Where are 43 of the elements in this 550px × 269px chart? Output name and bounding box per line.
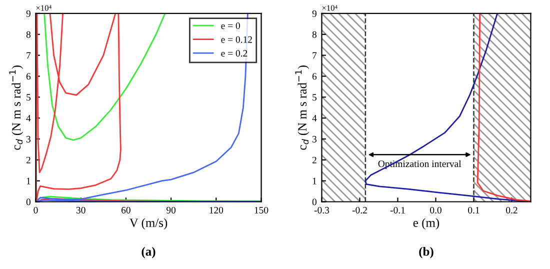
y-tick-label: 4 [26, 115, 31, 122]
y-axis-title: c$_{d}$ (N m s rad$^{−1}$) [9, 66, 24, 150]
x-axis-title: e (m) [413, 218, 440, 230]
y-tick-label: 3 [26, 136, 31, 142]
x-tick-label: 30 [76, 206, 86, 214]
x-tick-label: -0.2 [352, 206, 367, 214]
text: (a) [142, 246, 156, 258]
y-tick-label: 6 [312, 73, 317, 80]
y-tick-label: 7 [26, 52, 31, 59]
y-tick-label: 5 [26, 94, 31, 101]
text: ×10⁴ [36, 5, 52, 11]
y-axis-title: c$_{d}$ (N m s rad$^{−1}$) [295, 66, 310, 150]
x-tick-label: 120 [210, 206, 224, 214]
y-tick-label: 8 [26, 31, 31, 38]
y-tick-label: 7 [312, 52, 317, 59]
y-tick-label: 3 [312, 136, 317, 142]
y-tick-label: 1 [26, 178, 30, 184]
legend-label: e = 0 [221, 22, 240, 30]
text: ×10⁴ [322, 5, 338, 11]
y-tick-label: 9 [312, 10, 316, 17]
x-tick-label: 0.1 [468, 206, 480, 214]
y-tick-label: 2 [312, 156, 316, 164]
x-tick-label: -0.1 [390, 206, 405, 214]
legend-label: e = 0.2 [221, 50, 248, 57]
y-tick-label: 6 [26, 73, 31, 80]
y-tick-label: 8 [312, 31, 317, 38]
x-tick-label: 0.0 [430, 206, 442, 214]
y-tick-label: 5 [312, 94, 317, 101]
x-tick-label: 150 [254, 206, 268, 214]
text: (b) [419, 246, 434, 258]
x-tick-label: 60 [122, 206, 130, 214]
y-tick-label: 0 [26, 198, 31, 206]
y-tick-label: 0 [312, 198, 317, 206]
y-tick-label: 4 [312, 115, 317, 122]
x-tick-label: 0 [34, 206, 38, 214]
x-tick-label: 90 [166, 206, 176, 214]
x-tick-label: -0.3 [314, 206, 330, 214]
legend-label: e = 0.12 [221, 36, 252, 43]
x-axis-title: V (m/s) [129, 218, 168, 230]
y-tick-label: 9 [26, 10, 30, 17]
x-tick-label: 0.2 [506, 206, 518, 214]
y-tick-label: 1 [312, 178, 316, 184]
y-tick-label: 2 [26, 156, 30, 164]
